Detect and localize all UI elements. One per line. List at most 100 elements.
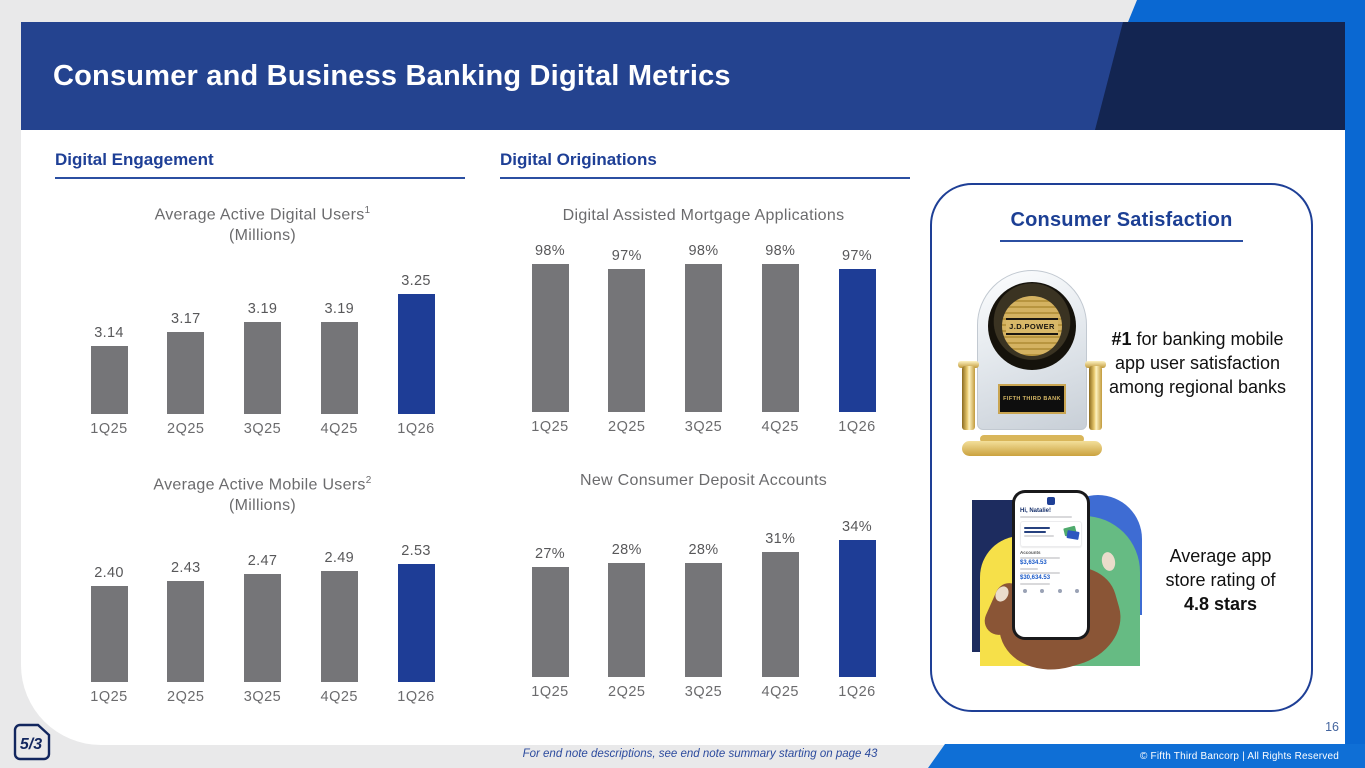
- trophy-base: [962, 441, 1102, 456]
- award-caption: #1 for banking mobile app user satisfact…: [1108, 329, 1287, 397]
- chart-title: Digital Assisted Mortgage Applications: [562, 207, 845, 224]
- bar: [167, 332, 205, 415]
- app-bottom-nav: [1020, 589, 1082, 593]
- bar-value-label: 28%: [611, 542, 642, 558]
- trophy-plaque: FIFTH THIRD BANK: [998, 384, 1066, 414]
- bar: [761, 264, 799, 412]
- app-rating-row: Hi, Natalie! Accounts $3,634.53: [932, 490, 1311, 683]
- bar-highlighted: [838, 540, 876, 677]
- top-right-blue-strip: [1128, 0, 1346, 22]
- category-label: 2Q25: [167, 421, 205, 438]
- bar: [244, 322, 281, 415]
- bar-group: 2.40 2.43 2.47 2.49 2.53: [77, 516, 448, 683]
- category-axis: 1Q25 2Q25 3Q25 4Q25 1Q26: [518, 419, 889, 435]
- bar-value-label: 97%: [842, 248, 872, 264]
- app-rating-caption: Average app store rating of 4.8 stars: [1165, 546, 1276, 614]
- bar-value-label: 97%: [611, 248, 642, 264]
- app-skeleton-line: [1020, 583, 1050, 585]
- page-number: 16: [1325, 720, 1339, 734]
- category-label: 2Q25: [608, 684, 646, 700]
- app-balance-2: $30,634.53: [1020, 575, 1051, 581]
- bar-slot: 2.47: [231, 553, 295, 683]
- chart-average-active-mobile-users: Average Active Mobile Users2 (Millions) 2…: [77, 470, 448, 705]
- category-label: 3Q25: [684, 419, 723, 435]
- category-label: 3Q25: [684, 684, 723, 700]
- bar-slot: 3.14: [77, 325, 141, 415]
- mobile-app-image: Hi, Natalie! Accounts $3,634.53: [956, 490, 1154, 683]
- app-skeleton-line: [1020, 568, 1038, 570]
- jd-power-award-row: J.D.POWER FIFTH THIRD BANK #1 for bankin…: [932, 270, 1311, 456]
- bar-highlighted: [397, 294, 435, 415]
- bar-slot: 3.17: [154, 311, 218, 415]
- bar-slot: 3.19: [307, 301, 371, 415]
- title-banner: Consumer and Business Banking Digital Me…: [21, 22, 1345, 130]
- chart-new-consumer-deposit-accounts: New Consumer Deposit Accounts 27% 28% 28% 3…: [518, 470, 889, 700]
- bar-value-label: 3.19: [324, 301, 354, 318]
- chart-average-active-digital-users: Average Active Digital Users1 (Millions) …: [77, 200, 448, 437]
- bar-slot: 3.25: [384, 273, 448, 415]
- bar-slot: 27%: [518, 546, 582, 677]
- category-label: 1Q26: [397, 421, 435, 438]
- category-axis: 1Q25 2Q25 3Q25 4Q25 1Q26: [77, 421, 448, 437]
- bar: [531, 567, 569, 677]
- app-accounts-label: Accounts: [1020, 550, 1041, 555]
- bar: [608, 269, 646, 412]
- jd-power-award-image: J.D.POWER FIFTH THIRD BANK: [956, 270, 1108, 456]
- bar-value-label: 98%: [688, 243, 719, 259]
- app-skeleton-line: [1020, 557, 1060, 559]
- bar: [320, 571, 358, 683]
- bar-value-label: 2.49: [324, 550, 354, 567]
- bar: [90, 586, 128, 683]
- phone-image: Hi, Natalie! Accounts $3,634.53: [1012, 490, 1090, 640]
- right-blue-strip: [1345, 0, 1365, 768]
- bar: [608, 563, 646, 677]
- bar-slot: 2.40: [77, 565, 141, 683]
- bar-slot: 28%: [595, 542, 659, 677]
- category-label: 1Q26: [838, 419, 876, 435]
- bar-highlighted: [397, 564, 435, 683]
- category-label: 2Q25: [608, 419, 646, 435]
- bar-value-label: 98%: [535, 243, 565, 259]
- app-skeleton-line: [1020, 516, 1072, 518]
- bar-slot: 98%: [672, 243, 736, 412]
- bar-value-label: 2.53: [401, 543, 431, 560]
- bar-value-label: 3.25: [401, 273, 431, 290]
- bar-value-label: 3.17: [171, 311, 201, 328]
- bar: [244, 574, 281, 683]
- category-label: 1Q25: [90, 689, 128, 706]
- category-label: 4Q25: [761, 684, 799, 700]
- section-heading-digital-originations: Digital Originations: [500, 150, 910, 179]
- category-label: 1Q26: [397, 689, 435, 706]
- trophy-pillar-cap: [1085, 361, 1106, 368]
- app-greeting: Hi, Natalie!: [1020, 508, 1052, 514]
- panel-heading: Consumer Satisfaction: [1000, 209, 1243, 242]
- bar: [531, 264, 569, 412]
- bar-group: 3.14 3.17 3.19 3.19 3.25: [77, 246, 448, 415]
- bar-slot: 31%: [748, 531, 812, 677]
- app-balance-1: $3,634.53: [1020, 560, 1047, 566]
- chart-digital-assisted-mortgage-applications: Digital Assisted Mortgage Applications 9…: [518, 205, 889, 435]
- bar-value-label: 31%: [765, 531, 796, 547]
- bar-value-label: 3.14: [94, 325, 124, 342]
- fifth-third-logo-text: 5/3: [20, 736, 42, 753]
- bar: [90, 346, 128, 415]
- category-label: 4Q25: [320, 421, 358, 438]
- trophy-pillar: [962, 366, 975, 430]
- category-label: 1Q25: [531, 419, 569, 435]
- slide-title: Consumer and Business Banking Digital Me…: [53, 59, 731, 92]
- jd-power-medallion-text: J.D.POWER: [1006, 317, 1058, 335]
- trophy-pillar: [1089, 366, 1102, 430]
- endnote-footer-text: For end note descriptions, see end note …: [522, 748, 878, 760]
- bar-slot: 2.49: [307, 550, 371, 683]
- bar: [761, 552, 799, 677]
- chart-title: Average Active Mobile Users2 (Millions): [153, 475, 372, 515]
- app-logo-icon: [1047, 497, 1055, 505]
- jd-power-medallion: J.D.POWER: [988, 282, 1076, 370]
- banner-diagonal-accent: [1095, 22, 1345, 130]
- bar-slot: 97%: [825, 248, 889, 412]
- category-label: 1Q26: [838, 684, 876, 700]
- bar-group: 27% 28% 28% 31% 34%: [518, 491, 889, 677]
- category-label: 4Q25: [320, 689, 358, 706]
- bar-slot: 2.53: [384, 543, 448, 683]
